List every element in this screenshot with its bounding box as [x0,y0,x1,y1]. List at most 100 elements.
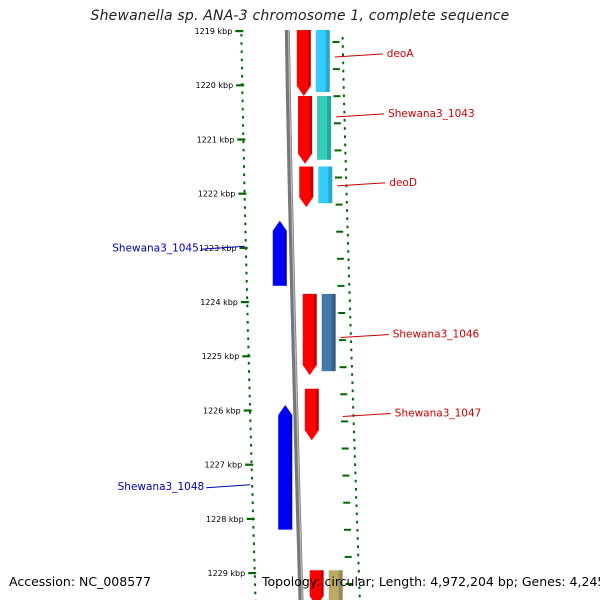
ring-dot [246,304,249,308]
ring-dot [248,394,251,398]
ring-dot [241,75,244,78]
major-tick [237,138,246,141]
gene-label: deoD [389,177,417,189]
ring-dot [240,34,243,37]
cds-bar-shade [338,570,343,600]
minor-tick [340,393,348,396]
leader-line [206,484,251,489]
ring-dot [346,217,349,220]
ring-dot [353,438,356,442]
major-tick [235,30,244,33]
leader-line [200,245,245,250]
ring-dot [355,512,358,516]
gene-forward-arrow-shade [320,570,324,596]
gene-forward-arrow [299,166,314,208]
accession-text: Accession: NC_008577 [9,574,152,589]
cds-bar-shade [331,293,336,372]
ring-dot [241,107,244,111]
ring-dot [341,37,344,40]
gene-reverse-arrow [278,404,293,530]
ring-dot [345,176,348,179]
gene-forward-arrow-shade [313,293,317,366]
ring-dot [251,501,254,504]
ring-dot [247,353,250,357]
ring-dot [348,283,351,286]
gene-forward-arrow [309,570,324,600]
ring-dot [251,476,253,480]
ring-dot [251,485,254,488]
ring-dot [243,165,245,168]
minor-tick [336,257,344,260]
leader-line [336,113,385,118]
ring-dot [240,58,243,62]
ring-dot [346,233,349,237]
ring-dot [254,583,257,586]
major-tick [246,517,255,520]
ring-dot [356,529,359,532]
gene-label: Shewana3_1048 [118,481,205,493]
ring-dot [250,444,253,447]
tick-label: 1224 kbp [200,298,238,307]
ring-dot [249,411,252,414]
major-tick [242,355,251,358]
ring-dot [357,561,360,565]
gene-forward-arrow-shade [315,388,319,431]
minor-tick [341,447,349,450]
ring-dot [252,526,255,529]
cds-bar [328,570,343,600]
cds-bar-shade [325,30,330,92]
ring-dot [342,94,345,97]
ring-dot [346,209,349,212]
gene-reverse-arrow-shade [283,230,287,286]
ring-dot [242,148,245,152]
gene-forward-arrow-shade [307,30,311,87]
backbone [284,29,304,600]
ring-dot [349,315,352,319]
backbone-highlight [287,29,303,600]
gene-label: Shewana3_1046 [393,329,480,341]
gene-features [272,30,343,600]
ring-dot [240,50,243,53]
major-tick [240,301,249,304]
minor-tick [335,176,342,179]
ring-dot [254,591,257,595]
ring-dot [342,61,345,65]
minor-tick [336,230,344,233]
gene-forward-arrow [298,96,313,164]
ring-dot [349,307,351,311]
ring-dot [243,173,246,176]
ring-dot [242,157,245,160]
ring-dot [344,151,347,155]
tick-label: 1227 kbp [204,461,242,470]
topology-text: Topology: circular; Length: 4,972,204 bp… [262,574,600,589]
ring-dot [251,509,254,513]
ring-dot [347,266,350,270]
ring-dot [246,329,249,332]
ring-dot [245,263,248,267]
minor-tick [345,583,353,585]
minor-tick [335,203,343,206]
ring-dot [246,321,249,324]
ring-dot [347,250,350,253]
gene-labels: deoA Shewana3_1043 deoD Shewana3_1045 Shewan… [112,48,481,493]
ring-dot [350,340,353,343]
ring-dot [355,504,358,507]
leader-line [334,53,383,58]
cds-bar-shade [328,166,333,204]
ring-dot [242,132,245,135]
ring-dot [355,488,357,491]
minor-tick [342,474,350,477]
ring-dot [344,168,347,171]
map-title: Shewanella sp. ANA-3 chromosome 1, compl… [90,8,510,24]
ring-dot [253,550,256,554]
ring-dot [342,78,345,81]
ring-dot [244,222,247,226]
ring-dot [358,594,361,598]
ring-dot [247,337,250,340]
ring-dot [247,362,250,365]
ring-dot [342,69,345,73]
ring-dot [346,225,349,229]
gene-reverse-arrow-shade [289,414,293,530]
ring-dot [243,181,246,185]
